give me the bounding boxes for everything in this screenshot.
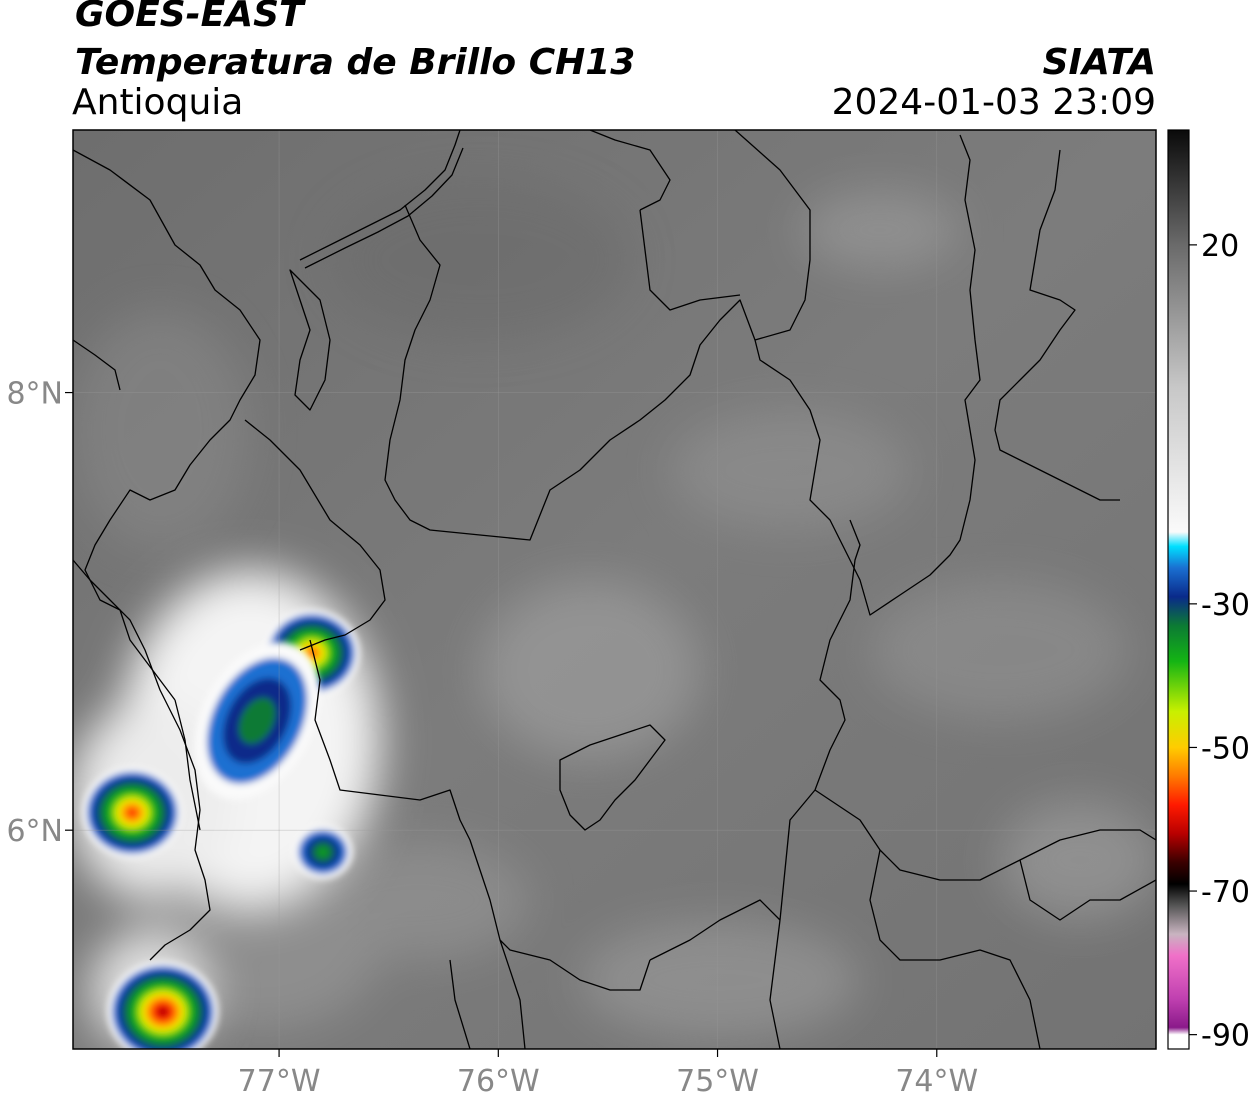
gulf-uraba [289, 269, 331, 411]
storm-cell-1 [107, 961, 219, 1049]
boundaries-layer [73, 130, 1156, 1049]
boundary-east [734, 130, 811, 341]
lon-tick-label-2: 75°W [676, 1064, 759, 1099]
boundary-cordoba-sucre [639, 209, 741, 311]
boundary-tolima [649, 899, 781, 961]
coastline-north-2 [304, 147, 464, 269]
gridlines-layer [73, 130, 1156, 1049]
boundary-north-sucre [589, 130, 671, 211]
colorbar-tick-label-1: -30 [1201, 588, 1250, 623]
storm-cell-0 [82, 767, 183, 859]
boundary-south [499, 939, 526, 1049]
map-title-satellite: GOES-EAST [75, 0, 304, 35]
atrato-river [174, 699, 201, 831]
boundary-magdalena [769, 519, 861, 1049]
colorbar: 20 -30 -50 -70 -90 [1167, 129, 1250, 1054]
municipality-enclave [559, 724, 666, 831]
boundary-choco-antioquia [309, 639, 651, 991]
storm-cell-3-band-3 [238, 697, 276, 744]
storm-cell-4-band-4 [319, 849, 326, 856]
coastline-northwest [73, 339, 121, 391]
colorbar-ticks-layer: 20 -30 -50 -70 -90 [1189, 229, 1250, 1054]
lon-tick-label-1: 76°W [457, 1064, 540, 1099]
map-subtitle-region: Antioquia [72, 82, 244, 123]
colorbar-tick-label-2: -50 [1201, 731, 1250, 766]
storm-cell-3 [194, 641, 320, 800]
coastline-north [299, 130, 461, 261]
colorbar-tick-label-4: -90 [1201, 1019, 1250, 1054]
storm-cell-1-band-9 [157, 1006, 169, 1018]
storm-cell-4 [292, 824, 353, 880]
storm-cells-layer [82, 609, 360, 1049]
colorbar-frame [1167, 129, 1190, 1050]
boundary-cundinamarca [869, 849, 1041, 1049]
lon-tick-label-3: 74°W [895, 1064, 978, 1099]
storm-cell-2-band-7 [305, 647, 319, 659]
timestamp-label: 2024-01-03 23:09 [831, 82, 1156, 123]
lat-tick-label-0: 8°N [6, 377, 63, 412]
lat-tick-label-1: 6°N [6, 814, 63, 849]
boundary-caldas [449, 959, 471, 1049]
colorbar-tick-label-3: -70 [1201, 875, 1250, 910]
boundary-antioquia-cordoba [384, 134, 981, 616]
map-title-product: Temperatura de Brillo CH13 [75, 42, 636, 83]
axis-ticks-layer: 77°W 76°W 75°W 74°W 8°N 6°N [6, 377, 978, 1099]
map-imagery [73, 130, 1156, 1049]
coastline-caribbean [73, 149, 261, 701]
coastline-pacific [73, 559, 211, 961]
boundary-boyaca [814, 789, 1156, 881]
organization-label: SIATA [1042, 42, 1156, 83]
map-frame [72, 129, 1157, 1050]
boundary-santander [994, 149, 1120, 501]
storm-cell-0-band-8 [127, 808, 137, 817]
cloud-texture [73, 180, 1156, 1040]
lon-tick-label-0: 77°W [238, 1064, 321, 1099]
colorbar-tick-label-0: 20 [1201, 229, 1239, 264]
colorbar-bar [1168, 130, 1189, 1049]
boundary-east-2 [1019, 859, 1156, 921]
coastline-uraba [244, 419, 386, 651]
